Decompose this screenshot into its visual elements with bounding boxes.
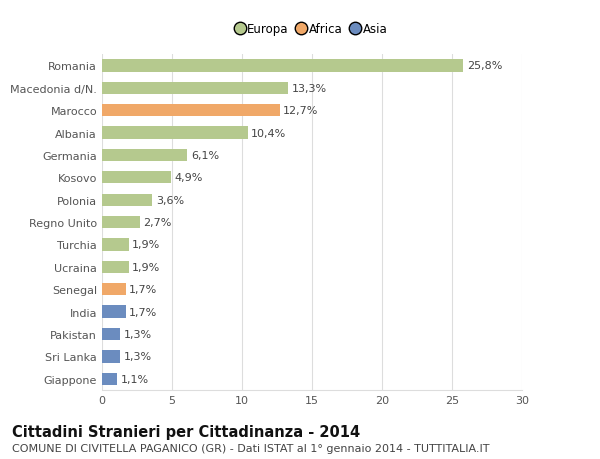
Bar bbox=[102, 328, 120, 341]
Bar bbox=[102, 194, 152, 207]
Bar bbox=[102, 105, 280, 117]
Bar bbox=[102, 217, 140, 229]
Text: 3,6%: 3,6% bbox=[156, 195, 184, 205]
Bar bbox=[102, 127, 248, 140]
Text: 1,3%: 1,3% bbox=[124, 329, 152, 339]
Bar bbox=[102, 351, 120, 363]
Bar bbox=[102, 239, 128, 251]
Text: 1,3%: 1,3% bbox=[124, 352, 152, 362]
Text: 1,9%: 1,9% bbox=[132, 240, 160, 250]
Bar bbox=[102, 60, 463, 73]
Bar bbox=[102, 373, 118, 385]
Bar bbox=[102, 172, 170, 184]
Text: 4,9%: 4,9% bbox=[174, 173, 202, 183]
Text: 6,1%: 6,1% bbox=[191, 151, 219, 161]
Text: 1,7%: 1,7% bbox=[130, 285, 158, 295]
Text: 10,4%: 10,4% bbox=[251, 128, 286, 138]
Bar bbox=[102, 150, 187, 162]
Bar bbox=[102, 261, 128, 274]
Bar bbox=[102, 306, 126, 318]
Text: 1,7%: 1,7% bbox=[130, 307, 158, 317]
Text: Cittadini Stranieri per Cittadinanza - 2014: Cittadini Stranieri per Cittadinanza - 2… bbox=[12, 425, 360, 440]
Text: 12,7%: 12,7% bbox=[283, 106, 319, 116]
Legend: Europa, Africa, Asia: Europa, Africa, Asia bbox=[234, 21, 390, 39]
Text: 13,3%: 13,3% bbox=[292, 84, 327, 94]
Bar bbox=[102, 284, 126, 296]
Bar bbox=[102, 83, 288, 95]
Text: 1,1%: 1,1% bbox=[121, 374, 149, 384]
Text: COMUNE DI CIVITELLA PAGANICO (GR) - Dati ISTAT al 1° gennaio 2014 - TUTTITALIA.I: COMUNE DI CIVITELLA PAGANICO (GR) - Dati… bbox=[12, 443, 490, 453]
Text: 1,9%: 1,9% bbox=[132, 262, 160, 272]
Text: 2,7%: 2,7% bbox=[143, 218, 172, 228]
Text: 25,8%: 25,8% bbox=[467, 61, 502, 71]
